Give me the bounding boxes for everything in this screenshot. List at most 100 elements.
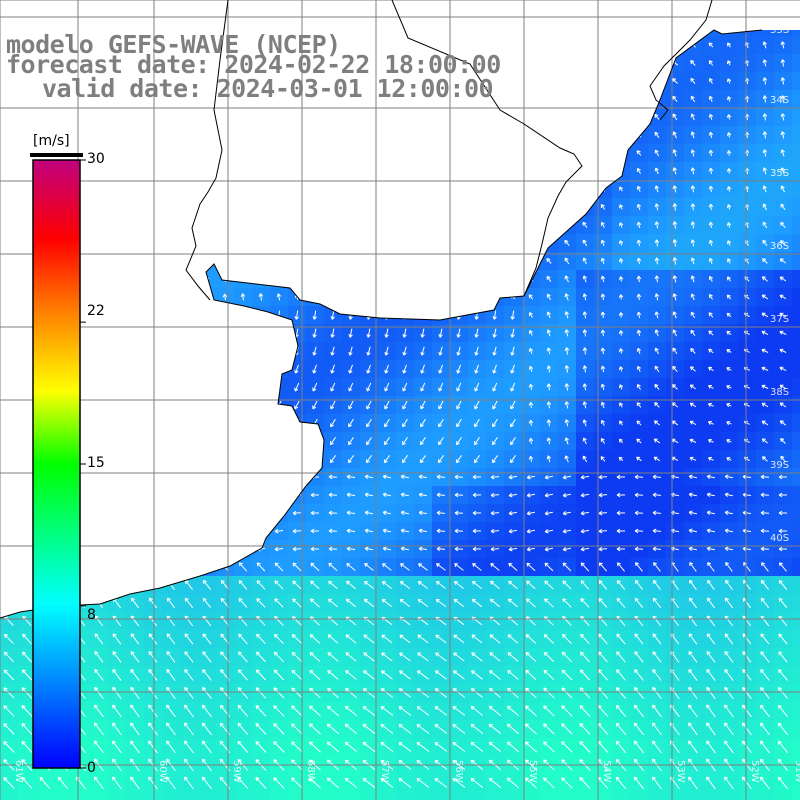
wind-arrow xyxy=(761,438,769,444)
wind-arrow xyxy=(434,742,448,752)
wind-arrow xyxy=(579,651,590,663)
wind-arrow xyxy=(184,704,194,718)
speed-cell xyxy=(792,666,800,685)
speed-cell xyxy=(198,792,217,800)
wind-arrow xyxy=(561,651,573,663)
wind-arrow xyxy=(294,382,300,392)
wind-arrow xyxy=(724,686,734,700)
wind-arrow xyxy=(434,778,448,788)
wind-arrow xyxy=(510,400,516,410)
wind-arrow xyxy=(672,239,678,247)
wind-arrow xyxy=(779,258,787,264)
wind-arrow xyxy=(544,562,554,572)
wind-arrow xyxy=(21,740,33,753)
wind-arrow xyxy=(672,221,678,229)
wind-arrow xyxy=(273,723,285,735)
wind-arrow xyxy=(616,474,626,480)
wind-arrow xyxy=(402,328,407,338)
wind-arrow xyxy=(402,418,408,428)
wind-arrow xyxy=(400,546,410,551)
wind-arrow xyxy=(130,776,140,790)
wind-arrow xyxy=(274,598,284,608)
wind-arrow xyxy=(724,546,733,551)
wind-arrow xyxy=(652,528,662,534)
wind-arrow xyxy=(202,633,212,645)
valid-date: valid date: 2024-03-01 12:00:00 xyxy=(42,74,494,103)
wind-arrow xyxy=(525,687,537,699)
wind-arrow xyxy=(492,346,497,356)
wind-arrow xyxy=(780,185,786,193)
wind-arrow xyxy=(402,437,408,446)
wind-arrow xyxy=(761,348,769,353)
wind-arrow xyxy=(453,598,465,608)
wind-arrow xyxy=(616,580,626,590)
colorbar-tick-22: 22 xyxy=(87,303,105,319)
wind-arrow xyxy=(312,400,318,410)
wind-arrow xyxy=(166,776,176,790)
wind-arrow xyxy=(600,275,606,283)
wind-arrow xyxy=(544,598,554,608)
wind-arrow xyxy=(727,276,731,282)
wind-arrow xyxy=(364,510,373,515)
wind-arrow xyxy=(291,723,303,735)
wind-arrow xyxy=(562,598,572,608)
lat-label: 35S xyxy=(770,168,789,179)
wind-arrow xyxy=(759,722,770,736)
colorbar-tick-0: 0 xyxy=(87,760,96,776)
wind-arrow xyxy=(312,310,317,320)
wind-arrow xyxy=(382,492,392,497)
wind-arrow xyxy=(346,580,356,590)
wind-arrow xyxy=(543,651,555,662)
speed-cell xyxy=(792,126,800,145)
wind-arrow xyxy=(454,563,464,571)
wind-arrow xyxy=(130,633,140,645)
wind-arrow xyxy=(708,95,713,102)
wind-arrow xyxy=(579,687,591,699)
wind-arrow xyxy=(619,384,624,390)
wind-arrow xyxy=(561,687,573,699)
wind-arrow xyxy=(580,580,590,590)
wind-arrow xyxy=(417,598,429,607)
wind-arrow xyxy=(362,688,375,698)
speed-cell xyxy=(216,792,235,800)
speed-cell xyxy=(360,792,379,800)
wind-arrow xyxy=(456,364,461,374)
wind-arrow xyxy=(452,723,466,734)
country-border xyxy=(391,0,583,297)
speed-cell xyxy=(414,792,433,800)
speed-cell xyxy=(792,432,800,451)
wind-arrow xyxy=(672,257,678,265)
wind-arrow xyxy=(309,723,321,735)
wind-arrow xyxy=(366,364,371,374)
model-title: modelo GEFS-WAVE (NCEP) xyxy=(6,30,341,59)
wind-arrow xyxy=(399,652,411,662)
wind-arrow xyxy=(742,740,752,754)
wind-arrow xyxy=(365,455,373,464)
wind-arrow xyxy=(330,346,335,356)
wind-arrow xyxy=(418,528,427,533)
wind-arrow xyxy=(652,686,662,700)
wind-arrow xyxy=(778,669,788,681)
wind-arrow xyxy=(348,382,354,392)
wind-arrow xyxy=(470,688,483,698)
wind-arrow xyxy=(453,670,465,680)
wind-arrow xyxy=(724,651,734,663)
wind-arrow xyxy=(166,633,176,645)
wind-arrow xyxy=(256,651,266,663)
wind-arrow xyxy=(508,493,518,498)
colorbar-unit: [m/s] xyxy=(33,133,70,149)
wind-arrow xyxy=(777,704,788,718)
wind-arrow xyxy=(654,293,660,301)
wind-arrow xyxy=(237,722,249,736)
wind-arrow xyxy=(562,529,572,534)
wind-arrow xyxy=(328,492,338,498)
wind-arrow xyxy=(761,420,769,426)
wind-arrow xyxy=(381,652,393,662)
wind-arrow xyxy=(328,528,338,534)
wind-arrow xyxy=(492,364,497,374)
wind-arrow xyxy=(600,311,606,319)
wind-arrow xyxy=(344,723,358,735)
speed-cell xyxy=(738,792,757,800)
wind-arrow xyxy=(779,348,787,353)
